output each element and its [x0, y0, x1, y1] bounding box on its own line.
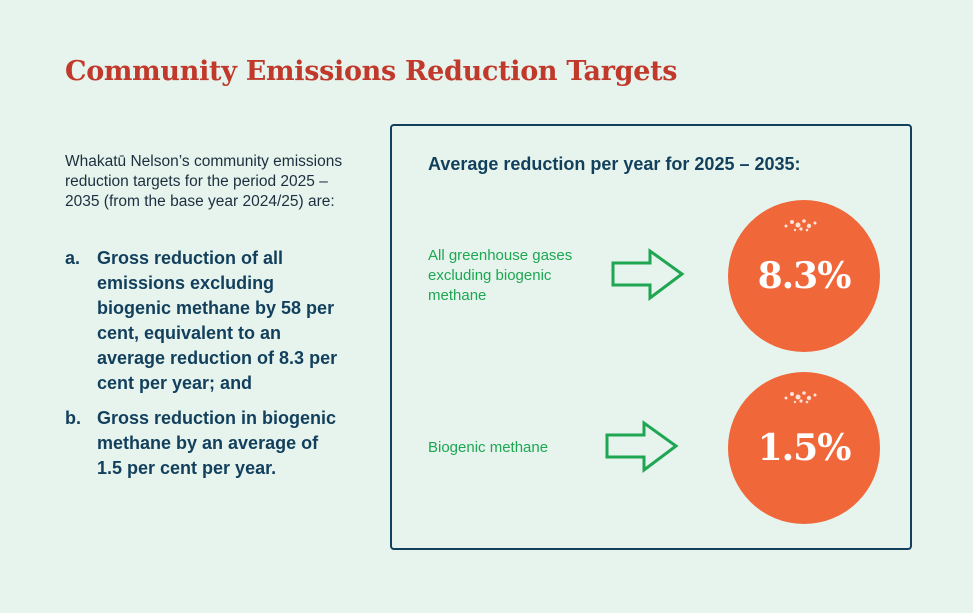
target-text: Gross reduction in biogenic methane by a…	[97, 408, 337, 478]
value-all-gases: 8.3%	[757, 255, 852, 297]
target-item-b: b. Gross reduction in biogenic methane b…	[65, 406, 345, 481]
page-title: Community Emissions Reduction Targets	[65, 56, 678, 87]
value-biogenic-methane: 1.5%	[757, 427, 852, 469]
targets-list: a. Gross reduction of all emissions excl…	[65, 246, 345, 491]
right-arrow-icon	[611, 248, 685, 301]
row-label-all-gases: All greenhouse gases excluding biogenic …	[428, 247, 573, 304]
intro-text: Whakatū Nelson’s community emissions red…	[65, 153, 343, 210]
row-label-biogenic-methane: Biogenic methane	[428, 439, 549, 456]
target-item-a: a. Gross reduction of all emissions excl…	[65, 246, 345, 396]
panel-title: Average reduction per year for 2025 – 20…	[428, 154, 801, 174]
value-circle-biogenic-methane: 1.5%	[728, 372, 880, 524]
reduction-panel: Average reduction per year for 2025 – 20…	[390, 124, 912, 550]
target-marker: a.	[65, 248, 81, 268]
texture-speckle	[784, 391, 817, 404]
texture-speckle	[784, 219, 817, 232]
value-circle-all-gases: 8.3%	[728, 200, 880, 352]
right-arrow-icon	[605, 420, 679, 473]
target-marker: b.	[65, 408, 81, 428]
target-text: Gross reduction of all emissions excludi…	[97, 248, 338, 393]
